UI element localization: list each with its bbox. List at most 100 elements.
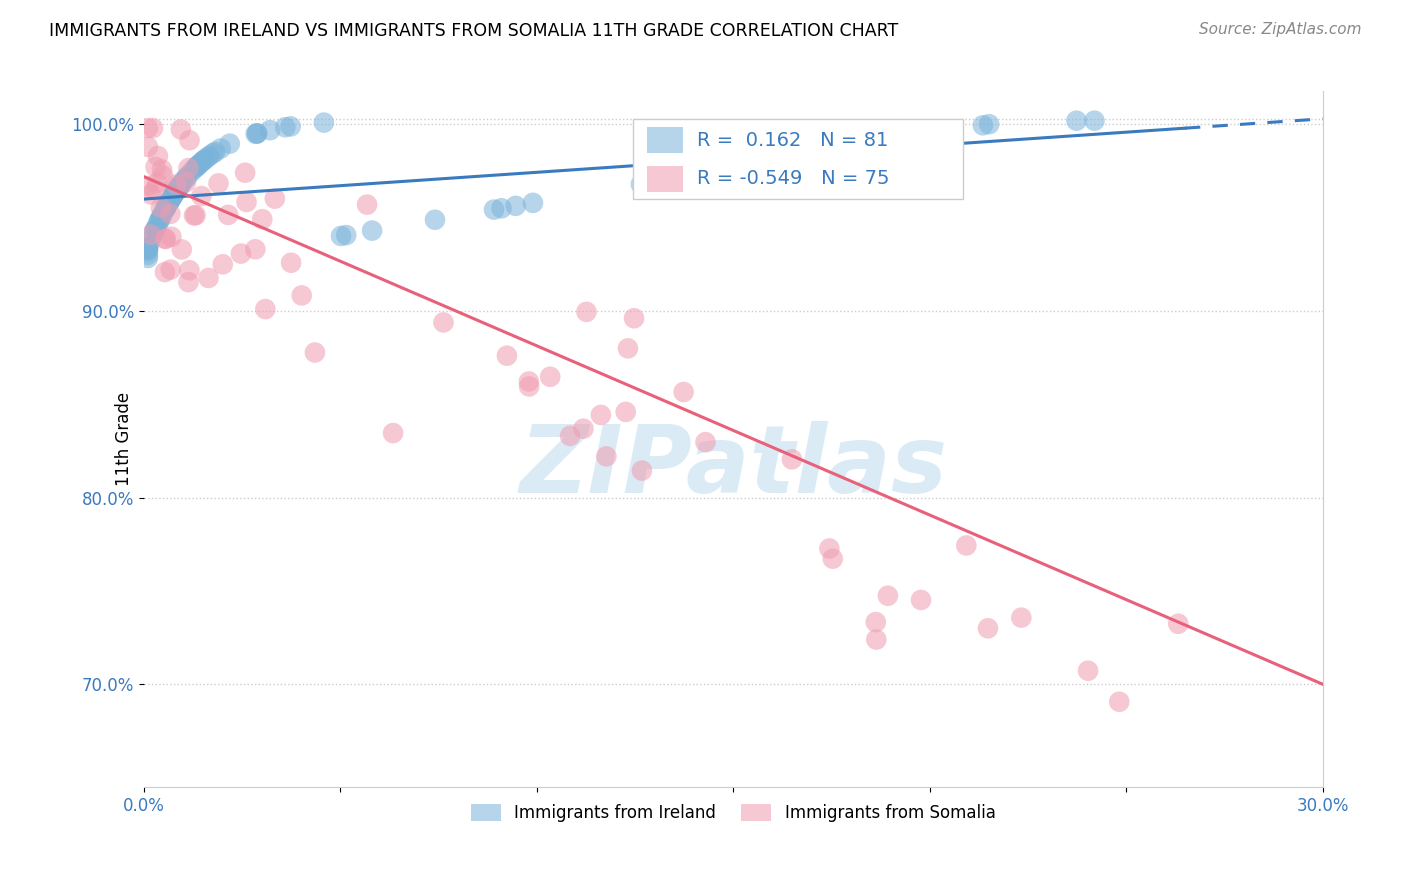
Point bbox=[162, 189, 184, 203]
Point bbox=[589, 408, 612, 422]
Point bbox=[157, 194, 180, 209]
Point bbox=[159, 194, 181, 208]
Point bbox=[335, 228, 357, 243]
Point bbox=[139, 187, 162, 202]
Point bbox=[150, 210, 173, 224]
Point bbox=[166, 183, 188, 197]
Point bbox=[818, 541, 841, 556]
Point bbox=[207, 177, 229, 191]
Point bbox=[356, 197, 378, 211]
Point bbox=[482, 202, 505, 217]
Point bbox=[291, 288, 314, 302]
Point bbox=[153, 265, 176, 279]
Point bbox=[1010, 610, 1032, 624]
Point bbox=[188, 156, 211, 170]
Point bbox=[193, 153, 215, 168]
Point bbox=[148, 215, 170, 229]
Point bbox=[246, 127, 269, 141]
Point bbox=[423, 212, 446, 227]
Point bbox=[312, 115, 335, 129]
Point bbox=[177, 161, 200, 175]
Point bbox=[865, 632, 887, 647]
Point bbox=[252, 212, 274, 227]
Legend: Immigrants from Ireland, Immigrants from Somalia: Immigrants from Ireland, Immigrants from… bbox=[464, 797, 1002, 829]
Point bbox=[575, 305, 598, 319]
Point bbox=[155, 201, 177, 215]
Point bbox=[304, 345, 326, 359]
Point bbox=[254, 302, 277, 317]
Point bbox=[136, 244, 159, 258]
Point bbox=[153, 203, 176, 218]
Point bbox=[170, 177, 193, 191]
Point bbox=[780, 452, 803, 467]
Point bbox=[174, 175, 197, 189]
Point bbox=[209, 141, 232, 155]
Point bbox=[169, 178, 191, 192]
Point bbox=[245, 242, 267, 256]
Point bbox=[246, 127, 269, 141]
Point bbox=[155, 232, 177, 246]
Point bbox=[977, 621, 1000, 635]
Point bbox=[142, 121, 165, 136]
Point bbox=[274, 120, 297, 135]
Point bbox=[522, 195, 544, 210]
FancyBboxPatch shape bbox=[633, 119, 963, 199]
Point bbox=[1108, 695, 1130, 709]
Point bbox=[160, 192, 183, 206]
Point bbox=[218, 136, 240, 151]
Point bbox=[187, 159, 209, 173]
Point bbox=[142, 227, 165, 241]
Point bbox=[160, 229, 183, 244]
Point bbox=[136, 242, 159, 256]
Point bbox=[150, 162, 173, 177]
Point bbox=[176, 169, 198, 184]
Point bbox=[259, 123, 281, 137]
Point bbox=[136, 242, 159, 256]
Point bbox=[184, 160, 207, 174]
Point bbox=[1066, 113, 1088, 128]
Point bbox=[167, 180, 190, 194]
Point bbox=[876, 589, 898, 603]
Point bbox=[177, 275, 200, 289]
Point bbox=[382, 425, 405, 440]
Point bbox=[138, 239, 160, 253]
Point bbox=[217, 208, 239, 222]
Point bbox=[280, 256, 302, 270]
Point bbox=[191, 154, 214, 169]
Point bbox=[159, 207, 181, 221]
Point bbox=[1167, 616, 1189, 631]
Point bbox=[148, 214, 170, 228]
Point bbox=[136, 121, 159, 136]
Point bbox=[166, 183, 188, 197]
Point bbox=[190, 189, 212, 203]
Point bbox=[245, 127, 267, 141]
Text: Source: ZipAtlas.com: Source: ZipAtlas.com bbox=[1198, 22, 1361, 37]
Point bbox=[183, 161, 205, 176]
Point bbox=[204, 145, 226, 159]
Text: R = -0.549   N = 75: R = -0.549 N = 75 bbox=[697, 169, 889, 188]
Point bbox=[184, 208, 207, 222]
Point bbox=[617, 342, 640, 356]
Point bbox=[496, 349, 519, 363]
Point bbox=[149, 201, 172, 215]
Point bbox=[197, 271, 219, 285]
Point bbox=[143, 222, 166, 236]
Point bbox=[538, 369, 561, 384]
Text: ZIPatlas: ZIPatlas bbox=[519, 421, 948, 513]
Point bbox=[152, 169, 174, 183]
Point bbox=[638, 176, 661, 190]
Point bbox=[672, 384, 695, 399]
Bar bbox=[647, 127, 682, 153]
Point bbox=[491, 202, 513, 216]
Point bbox=[145, 160, 167, 174]
Point bbox=[280, 120, 302, 134]
Point bbox=[1077, 664, 1099, 678]
Point bbox=[162, 190, 184, 204]
Point bbox=[167, 180, 190, 194]
Point bbox=[614, 405, 637, 419]
Point bbox=[155, 202, 177, 216]
Point bbox=[187, 158, 209, 172]
Point bbox=[180, 165, 202, 179]
Point bbox=[136, 248, 159, 262]
Point bbox=[882, 134, 904, 148]
